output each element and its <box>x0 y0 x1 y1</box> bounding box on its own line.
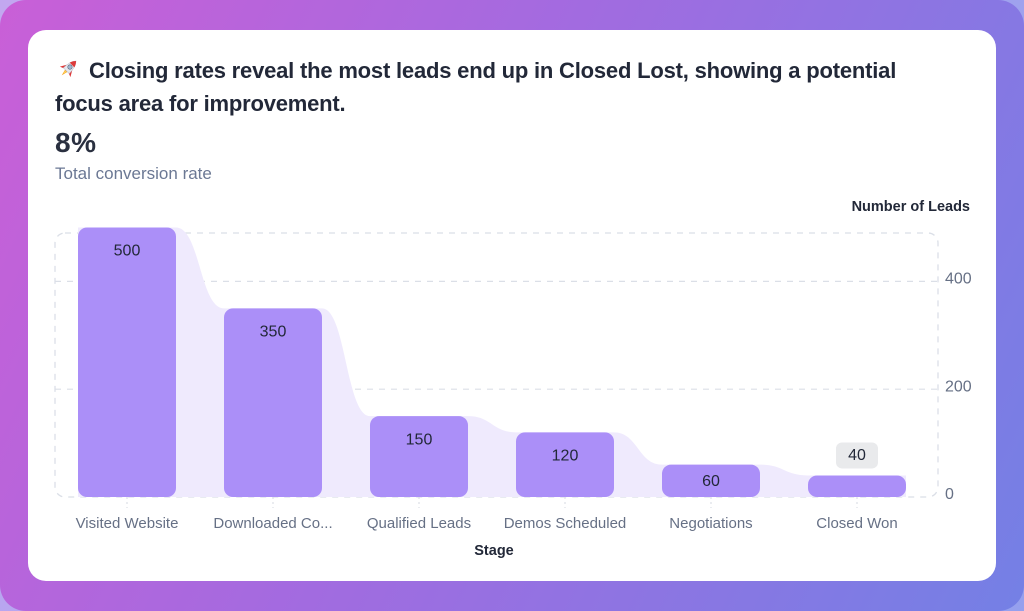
y-tick-label-0: 0 <box>945 486 954 503</box>
insight-title-text: Closing rates reveal the most leads end … <box>55 58 897 116</box>
x-axis-title: Stage <box>474 543 514 559</box>
rocket-icon <box>59 60 77 78</box>
metric-caption: Total conversion rate <box>55 164 212 183</box>
y-axis-title: Number of Leads <box>852 199 970 215</box>
y-tick-label-200: 200 <box>945 378 972 395</box>
bar-Closed Won[interactable] <box>808 475 906 497</box>
bar-Demos Scheduled[interactable] <box>516 432 614 497</box>
bar-Negotiations[interactable] <box>662 464 760 497</box>
funnel-area <box>78 227 906 497</box>
x-tick-label-Negotiations: Negotiations <box>669 515 752 532</box>
x-tick-label-Demos Scheduled: Demos Scheduled <box>504 515 627 532</box>
metric-value: 8% <box>55 127 97 158</box>
x-tick-label-Downloaded Co...: Downloaded Co... <box>213 515 332 532</box>
y-tick-label-400: 400 <box>945 271 972 288</box>
bar-Qualified Leads[interactable] <box>370 416 468 497</box>
insight-title: Closing rates reveal the most leads end … <box>55 54 916 120</box>
bar-Downloaded Co...[interactable] <box>224 308 322 497</box>
plot-border <box>54 232 939 498</box>
bar-Visited Website[interactable] <box>78 227 176 498</box>
insight-card: Closing rates reveal the most leads end … <box>28 30 996 581</box>
bar-value-label: 40 <box>848 447 866 464</box>
bar-value-chip <box>836 442 878 469</box>
x-tick-label-Qualified Leads: Qualified Leads <box>367 515 471 532</box>
card-header: Closing rates reveal the most leads end … <box>55 54 916 184</box>
x-tick-label-Visited Website: Visited Website <box>76 515 179 532</box>
x-tick-label-Closed Won: Closed Won <box>816 515 897 532</box>
